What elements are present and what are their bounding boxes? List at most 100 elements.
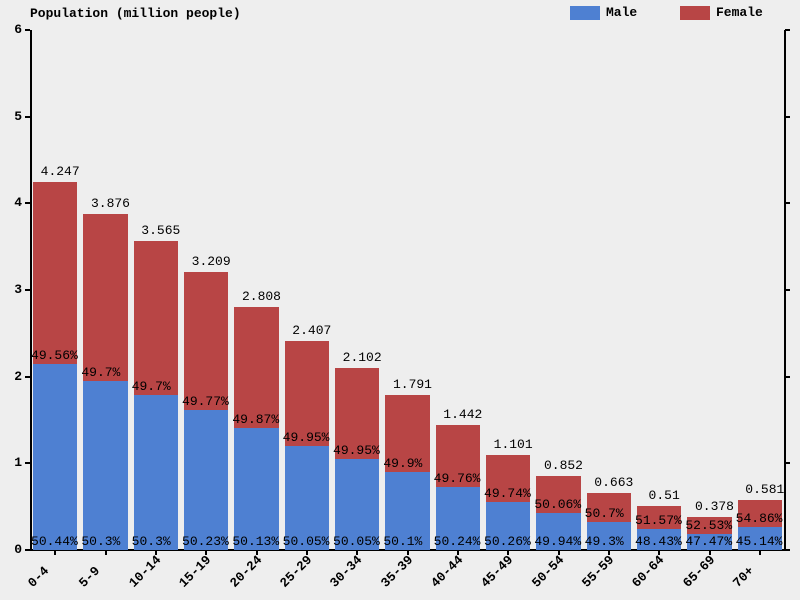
bar-total-label: 0.663	[587, 475, 641, 490]
y-tick-right	[785, 289, 790, 291]
bar-total-label: 3.876	[83, 196, 137, 211]
bar-female	[83, 214, 127, 381]
bar-total-label: 2.407	[285, 323, 339, 338]
bar-female-pct: 50.7%	[585, 506, 624, 521]
bar-total-label: 0.581	[738, 482, 792, 497]
bar-female-pct: 52.53%	[685, 518, 732, 533]
bar-total-label: 1.442	[436, 407, 490, 422]
y-tick-right	[785, 29, 790, 31]
bar-male-pct: 49.94%	[534, 534, 581, 549]
y-tick	[25, 549, 30, 551]
bar-female	[184, 272, 228, 410]
x-tick-label: 20-24	[227, 552, 265, 590]
bar-male-pct: 45.14%	[736, 534, 783, 549]
bar-female-pct: 49.7%	[81, 365, 120, 380]
bar-male-pct: 50.23%	[182, 534, 229, 549]
x-tick-label: 65-69	[680, 552, 718, 590]
bar-female	[234, 307, 278, 428]
bar-total-label: 2.102	[335, 350, 389, 365]
bar-male	[33, 364, 77, 550]
y-tick-label: 1	[0, 455, 22, 470]
y-tick	[25, 116, 30, 118]
bar-male-pct: 50.3%	[81, 534, 120, 549]
y-tick-label: 4	[0, 195, 22, 210]
bar-female-pct: 49.95%	[333, 443, 380, 458]
y-tick	[25, 462, 30, 464]
legend-label-male: Male	[606, 5, 637, 20]
x-tick-label: 45-49	[478, 552, 516, 590]
bar-total-label: 0.51	[637, 488, 691, 503]
bar-male-pct: 50.1%	[383, 534, 422, 549]
bar-female-pct: 49.9%	[383, 456, 422, 471]
x-tick	[105, 550, 107, 555]
bar-female	[33, 182, 77, 364]
y-axis	[30, 30, 32, 550]
legend-swatch-female	[680, 6, 710, 20]
bar-female	[134, 241, 178, 395]
bar-male-pct: 50.05%	[283, 534, 330, 549]
y-tick-label: 2	[0, 369, 22, 384]
x-tick	[54, 550, 56, 555]
y-tick	[25, 29, 30, 31]
bar-total-label: 2.808	[234, 289, 288, 304]
bar-male-pct: 50.13%	[232, 534, 279, 549]
y-tick-label: 0	[0, 542, 22, 557]
x-tick-label: 40-44	[428, 552, 466, 590]
bar-female-pct: 49.95%	[283, 430, 330, 445]
y-tick	[25, 376, 30, 378]
x-tick-label: 70+	[730, 563, 757, 590]
bar-male	[184, 410, 228, 550]
population-chart: Population (million people) Male Female 0 1 2…	[0, 0, 800, 600]
y-tick-right	[785, 462, 790, 464]
x-tick-label: 60-64	[629, 552, 667, 590]
bar-total-label: 0.852	[536, 458, 590, 473]
bar-female-pct: 49.87%	[232, 412, 279, 427]
bar-female-pct: 49.74%	[484, 486, 531, 501]
bar-male-pct: 50.24%	[434, 534, 481, 549]
bar-total-label: 3.565	[134, 223, 188, 238]
bar-female-pct: 49.56%	[31, 348, 78, 363]
bar-male-pct: 47.47%	[685, 534, 732, 549]
bar-female-pct: 51.57%	[635, 513, 682, 528]
bar-total-label: 3.209	[184, 254, 238, 269]
y-tick-label: 5	[0, 109, 22, 124]
bar-total-label: 0.378	[687, 499, 741, 514]
bar-female-pct: 54.86%	[736, 511, 783, 526]
x-tick-label: 15-19	[176, 552, 214, 590]
y-tick	[25, 202, 30, 204]
x-tick-label: 0-4	[25, 563, 52, 590]
y-tick-label: 3	[0, 282, 22, 297]
y-tick-right	[785, 376, 790, 378]
x-tick-label: 30-34	[327, 552, 365, 590]
bar-female-pct: 49.77%	[182, 394, 229, 409]
y-tick-label: 6	[0, 22, 22, 37]
y-tick-right	[785, 549, 790, 551]
legend-label-female: Female	[716, 5, 763, 20]
bar-female-pct: 49.76%	[434, 471, 481, 486]
y-axis-title: Population (million people)	[30, 6, 241, 21]
bar-male	[234, 428, 278, 550]
y-tick-right	[785, 116, 790, 118]
y-tick-right	[785, 202, 790, 204]
bar-male	[83, 381, 127, 550]
x-tick-label: 50-54	[529, 552, 567, 590]
x-tick-label: 5-9	[76, 563, 103, 590]
legend-swatch-male	[570, 6, 600, 20]
bar-male-pct: 49.3%	[585, 534, 624, 549]
bar-total-label: 1.101	[486, 437, 540, 452]
bar-male-pct: 50.26%	[484, 534, 531, 549]
bar-total-label: 1.791	[385, 377, 439, 392]
bar-female-pct: 50.06%	[534, 497, 581, 512]
bar-male-pct: 50.3%	[132, 534, 171, 549]
bar-male-pct: 50.05%	[333, 534, 380, 549]
x-tick-label: 25-29	[277, 552, 315, 590]
bar-male	[134, 395, 178, 550]
x-tick	[759, 550, 761, 555]
bar-female-pct: 49.7%	[132, 379, 171, 394]
y-tick	[25, 289, 30, 291]
bar-male-pct: 50.44%	[31, 534, 78, 549]
bar-male-pct: 48.43%	[635, 534, 682, 549]
bar-total-label: 4.247	[33, 164, 87, 179]
x-tick-label: 10-14	[126, 552, 164, 590]
x-tick-label: 35-39	[378, 552, 416, 590]
